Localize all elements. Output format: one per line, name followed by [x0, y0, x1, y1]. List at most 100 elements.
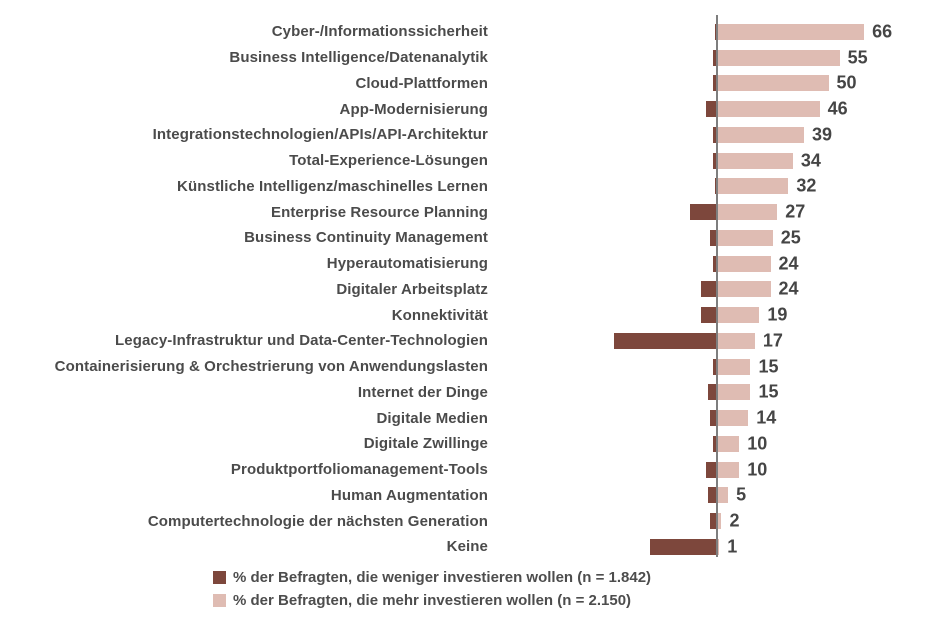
value-label: 66: [872, 21, 893, 42]
bar-invest-less: [650, 538, 717, 555]
value-label: 24: [778, 278, 799, 299]
category-label: Business Intelligence/Datenanalytik: [229, 49, 488, 67]
chart-row: Integrationstechnologien/APIs/API-Archit…: [0, 122, 940, 148]
category-label: Hyperautomatisierung: [326, 255, 488, 273]
category-label: Legacy-Infrastruktur und Data-Center-Tec…: [115, 332, 488, 350]
value-label: 10: [747, 433, 768, 454]
chart-row: Business Intelligence/Datenanalytik 55: [0, 45, 940, 71]
bar-invest-more: [717, 255, 771, 272]
chart-row: Total-Experience-Lösungen 34: [0, 148, 940, 174]
legend-label-less: % der Befragten, die weniger investieren…: [233, 569, 652, 586]
value-label: 19: [767, 304, 788, 325]
chart-row: Business Continuity Management 25: [0, 225, 940, 251]
bar-invest-more: [717, 229, 773, 246]
category-label: Konnektivität: [391, 306, 488, 324]
row-plot: 1: [488, 534, 940, 560]
legend: % der Befragten, die weniger investieren…: [213, 566, 651, 612]
legend-swatch-less-icon: [213, 571, 226, 584]
bar-invest-more: [717, 75, 829, 92]
category-label: Cyber-/Informationssicherheit: [271, 23, 488, 41]
chart-row: App-Modernisierung 46: [0, 96, 940, 122]
category-label: Cloud-Plattformen: [355, 74, 488, 92]
value-label: 14: [756, 407, 777, 428]
axis-line: [716, 15, 718, 557]
chart-row: Internet der Dinge 15: [0, 380, 940, 406]
value-label: 39: [811, 124, 832, 145]
row-plot: 46: [488, 96, 940, 122]
bar-invest-more: [717, 178, 789, 195]
row-plot: 39: [488, 122, 940, 148]
bar-invest-more: [717, 538, 720, 555]
chart-row: Legacy-Infrastruktur und Data-Center-Tec…: [0, 328, 940, 354]
chart-row: Künstliche Intelligenz/maschinelles Lern…: [0, 174, 940, 200]
legend-label-more: % der Befragten, die mehr investieren wo…: [233, 592, 632, 609]
bar-invest-less: [712, 152, 717, 169]
bar-invest-less: [705, 101, 717, 118]
bar-invest-more: [717, 410, 749, 427]
bar-invest-more: [717, 307, 760, 324]
bar-invest-less: [712, 126, 717, 143]
bar-invest-more: [717, 23, 865, 40]
category-label: Integrationstechnologien/APIs/API-Archit…: [152, 126, 488, 144]
value-label: 55: [847, 47, 868, 68]
category-label: Keine: [446, 538, 488, 556]
category-label: Digitale Medien: [376, 409, 488, 427]
row-plot: 19: [488, 302, 940, 328]
row-plot: 25: [488, 225, 940, 251]
chart-rows: Cyber-/Informationssicherheit 66 Busines…: [0, 19, 940, 560]
value-label: 24: [778, 253, 799, 274]
row-plot: 17: [488, 328, 940, 354]
legend-item-more: % der Befragten, die mehr investieren wo…: [213, 589, 651, 612]
bar-invest-less: [712, 358, 717, 375]
category-label: Total-Experience-Lösungen: [289, 152, 488, 170]
bar-invest-more: [717, 49, 840, 66]
category-label: Digitale Zwillinge: [363, 435, 488, 453]
category-label: Computertechnologie der nächsten Generat…: [147, 512, 488, 530]
category-label: Künstliche Intelligenz/maschinelles Lern…: [177, 177, 488, 195]
row-plot: 32: [488, 174, 940, 200]
legend-swatch-more-icon: [213, 594, 226, 607]
row-plot: 66: [488, 19, 940, 45]
bar-invest-more: [717, 332, 755, 349]
bar-invest-less: [714, 23, 717, 40]
bar-invest-less: [701, 307, 717, 324]
chart-row: Cyber-/Informationssicherheit 66: [0, 19, 940, 45]
bar-invest-more: [717, 281, 771, 298]
value-label: 46: [827, 98, 848, 119]
value-label: 1: [727, 536, 738, 557]
value-label: 25: [780, 227, 801, 248]
row-plot: 10: [488, 457, 940, 483]
value-label: 17: [762, 330, 783, 351]
row-plot: 27: [488, 199, 940, 225]
bar-invest-more: [717, 487, 729, 504]
row-plot: 15: [488, 380, 940, 406]
bar-invest-less: [712, 75, 717, 92]
chart-row: Keine 1: [0, 534, 940, 560]
value-label: 27: [785, 201, 806, 222]
bar-invest-less: [712, 255, 717, 272]
bar-invest-less: [705, 461, 717, 478]
chart-row: Containerisierung & Orchestrierung von A…: [0, 354, 940, 380]
row-plot: 10: [488, 431, 940, 457]
category-label: Human Augmentation: [330, 486, 488, 504]
bar-invest-less: [701, 281, 717, 298]
row-plot: 50: [488, 71, 940, 97]
row-plot: 5: [488, 483, 940, 509]
chart-row: Digitale Zwillinge 10: [0, 431, 940, 457]
value-label: 34: [800, 150, 821, 171]
bar-invest-less: [708, 487, 717, 504]
bar-invest-less: [714, 178, 717, 195]
bar-invest-more: [717, 358, 751, 375]
value-label: 10: [747, 459, 768, 480]
chart-row: Produktportfoliomanagement-Tools 10: [0, 457, 940, 483]
bar-invest-more: [717, 126, 804, 143]
value-label: 15: [758, 381, 779, 402]
row-plot: 55: [488, 45, 940, 71]
row-plot: 2: [488, 508, 940, 534]
chart-row: Digitaler Arbeitsplatz 24: [0, 277, 940, 303]
category-label: Digitaler Arbeitsplatz: [336, 280, 488, 298]
bar-invest-less: [708, 384, 717, 401]
bar-invest-more: [717, 204, 778, 221]
chart-row: Konnektivität 19: [0, 302, 940, 328]
